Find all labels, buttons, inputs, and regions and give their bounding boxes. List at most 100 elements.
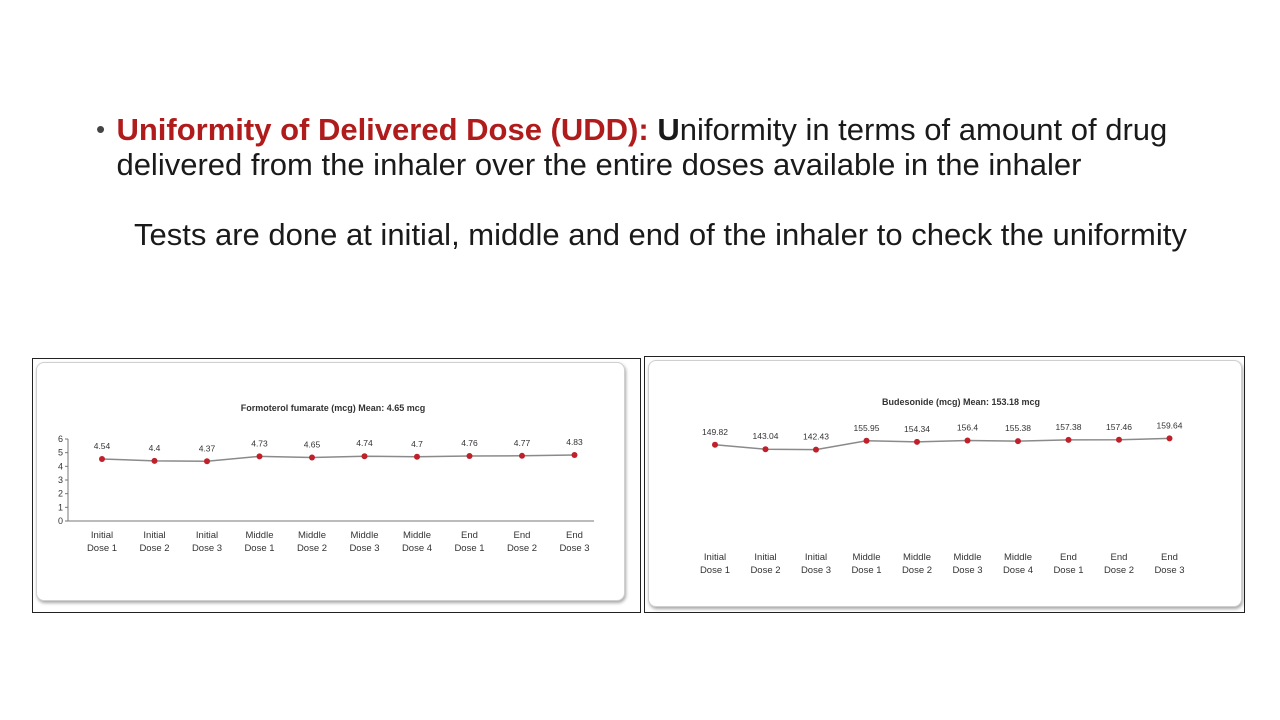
data-label: 4.76 [461, 438, 478, 448]
y-tick-label: 1 [58, 502, 63, 512]
udd-first-letter: U [657, 112, 680, 147]
data-point [914, 438, 920, 445]
x-tick-label-line1: End [514, 530, 531, 541]
x-tick-label-line1: Middle [853, 552, 881, 563]
data-label: 149.82 [702, 427, 728, 437]
data-label: 4.83 [566, 437, 583, 447]
x-tick-label-line2: Dose 3 [349, 543, 379, 554]
bullet-item: • Uniformity of Delivered Dose (UDD): Un… [96, 112, 1206, 182]
x-tick-label-line1: Initial [143, 530, 165, 541]
test-description: Tests are done at initial, middle and en… [134, 217, 1187, 252]
x-tick-label-line1: Initial [704, 552, 726, 563]
x-tick-label-line1: Middle [351, 530, 379, 541]
data-point [1166, 435, 1173, 442]
data-point [863, 437, 870, 444]
x-tick-label-line2: Dose 2 [750, 565, 780, 576]
y-tick-label: 3 [58, 475, 63, 485]
x-tick-label-line2: Dose 4 [1003, 565, 1033, 576]
budesonide-chart-frame: Budesonide (mcg) Mean: 153.18 mcg0204060… [644, 356, 1245, 613]
y-tick-label: 4 [58, 461, 63, 471]
y-tick-label: 5 [58, 448, 63, 458]
data-label: 4.54 [94, 441, 111, 451]
x-tick-label-line2: Dose 3 [1154, 565, 1184, 576]
data-point [414, 453, 420, 460]
chart-title: Formoterol fumarate (mcg) Mean: 4.65 mcg [241, 403, 426, 413]
x-tick-label-line1: Initial [91, 530, 113, 541]
data-point [361, 453, 368, 460]
data-point [151, 457, 158, 464]
x-tick-label-line1: End [566, 530, 583, 541]
formoterol-chart: Formoterol fumarate (mcg) Mean: 4.65 mcg… [58, 403, 594, 554]
x-tick-label-line2: Dose 1 [1053, 565, 1083, 576]
udd-term: Uniformity of Delivered Dose (UDD): [116, 112, 649, 147]
x-tick-label-line2: Dose 1 [244, 543, 274, 554]
chart-title: Budesonide (mcg) Mean: 153.18 mcg [882, 397, 1040, 407]
data-label: 154.34 [904, 424, 930, 434]
x-tick-label-line2: Dose 4 [402, 543, 432, 554]
x-tick-label-line2: Dose 3 [192, 543, 222, 554]
x-tick-label-line1: Middle [1004, 552, 1032, 563]
data-point [519, 452, 525, 459]
data-label: 142.43 [803, 432, 829, 442]
data-label: 4.74 [356, 438, 373, 448]
data-label: 4.4 [149, 443, 161, 453]
x-tick-label-line2: Dose 2 [139, 543, 169, 554]
x-tick-label-line2: Dose 1 [700, 565, 730, 576]
data-point [256, 453, 263, 460]
data-point [964, 437, 971, 444]
data-label: 157.38 [1056, 422, 1082, 432]
x-tick-label-line2: Dose 1 [851, 565, 881, 576]
x-tick-label-line2: Dose 3 [559, 543, 589, 554]
slide-text: • Uniformity of Delivered Dose (UDD): Un… [96, 112, 1206, 252]
x-tick-label-line2: Dose 2 [297, 543, 327, 554]
x-tick-label-line1: Middle [903, 552, 931, 563]
data-point [813, 446, 819, 453]
data-label: 4.77 [514, 438, 531, 448]
bullet-marker: • [96, 114, 106, 144]
x-tick-label-line1: Initial [805, 552, 827, 563]
x-tick-label-line1: End [1111, 552, 1128, 563]
data-point [571, 451, 578, 458]
x-tick-label-line1: Initial [754, 552, 776, 563]
formoterol-chart-card [36, 362, 625, 601]
budesonide-chart: Budesonide (mcg) Mean: 153.18 mcg0204060… [700, 397, 1185, 576]
data-point [1116, 436, 1122, 443]
x-tick-label-line1: End [1161, 552, 1178, 563]
x-tick-label-line2: Dose 3 [952, 565, 982, 576]
x-tick-label-line2: Dose 2 [1104, 565, 1134, 576]
data-point [712, 441, 718, 448]
data-point [762, 446, 769, 453]
data-label: 4.7 [411, 439, 423, 449]
y-tick-label: 6 [58, 434, 63, 444]
x-tick-label-line1: End [461, 530, 478, 541]
data-point [309, 454, 315, 461]
data-point [466, 452, 473, 459]
x-tick-label-line2: Dose 2 [507, 543, 537, 554]
data-label: 159.64 [1157, 420, 1183, 430]
data-label: 4.65 [304, 439, 321, 449]
data-label: 157.46 [1106, 422, 1132, 432]
series-line [101, 454, 575, 463]
x-tick-label-line2: Dose 1 [454, 543, 484, 554]
data-label: 4.73 [251, 438, 268, 448]
series-line [714, 437, 1170, 451]
bullet-text: Uniformity of Delivered Dose (UDD): Unif… [116, 112, 1206, 182]
x-tick-label-line2: Dose 3 [801, 565, 831, 576]
data-label: 155.95 [854, 423, 880, 433]
data-point [1015, 438, 1021, 445]
data-point [204, 458, 210, 465]
x-tick-label-line1: Middle [298, 530, 326, 541]
udd-definition: niformity in terms of amount of drug del… [116, 112, 1168, 182]
x-tick-label-line2: Dose 1 [87, 543, 117, 554]
budesonide-chart-card [648, 360, 1242, 607]
data-label: 143.04 [753, 431, 779, 441]
y-tick-label: 0 [58, 516, 63, 526]
x-tick-label-line1: Initial [196, 530, 218, 541]
y-tick-label: 2 [58, 489, 63, 499]
x-tick-label-line2: Dose 2 [902, 565, 932, 576]
data-label: 155.38 [1005, 423, 1031, 433]
data-point [1065, 436, 1072, 443]
x-tick-label-line1: Middle [246, 530, 274, 541]
formoterol-chart-frame: Formoterol fumarate (mcg) Mean: 4.65 mcg… [32, 358, 641, 613]
x-tick-label-line1: Middle [954, 552, 982, 563]
